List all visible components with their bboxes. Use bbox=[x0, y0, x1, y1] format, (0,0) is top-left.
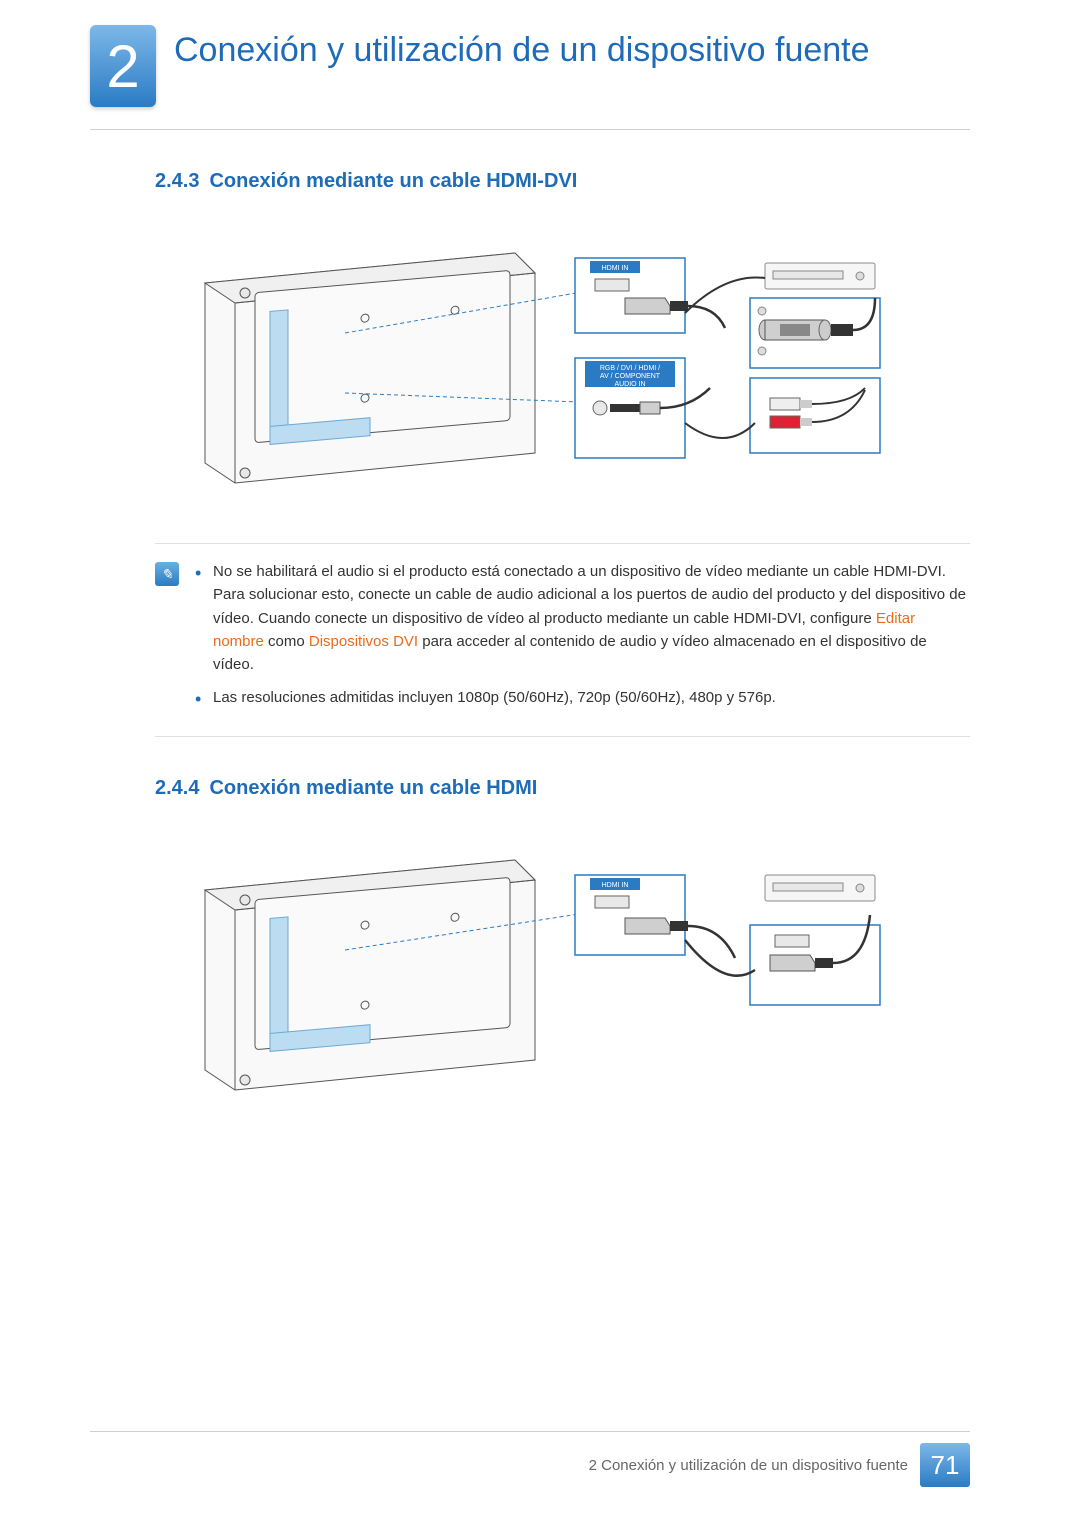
svg-text:HDMI IN: HDMI IN bbox=[602, 265, 629, 272]
source-device bbox=[765, 263, 875, 289]
svg-text:HDMI IN: HDMI IN bbox=[602, 882, 629, 889]
note-list: No se habilitará el audio si el producto… bbox=[195, 560, 970, 720]
section-heading-244: 2.4.4 Conexión mediante un cable HDMI bbox=[155, 777, 970, 800]
rca-connector bbox=[750, 378, 880, 453]
note-block: ✎ No se habilitará el audio si el produc… bbox=[155, 543, 970, 737]
section-title: Conexión mediante un cable HDMI bbox=[209, 777, 537, 799]
section-number: 2.4.3 bbox=[155, 170, 199, 192]
audio-inset: RGB / DVI / HDMI / AV / COMPONENT AUDIO … bbox=[575, 358, 710, 458]
footer-text: 2 Conexión y utilización de un dispositi… bbox=[589, 1457, 908, 1474]
note-item-1: No se habilitará el audio si el producto… bbox=[195, 560, 970, 676]
diagram-hdmi: HDMI IN bbox=[195, 830, 885, 1110]
footer-divider bbox=[90, 1431, 970, 1432]
section-number: 2.4.4 bbox=[155, 777, 199, 799]
svg-text:RGB / DVI / HDMI /: RGB / DVI / HDMI / bbox=[600, 365, 660, 372]
svg-text:AUDIO IN: AUDIO IN bbox=[614, 381, 645, 388]
diagram-hdmi-dvi: HDMI IN RGB / DVI / HDMI / AV / COMPONEN… bbox=[195, 223, 885, 513]
chapter-number-badge: 2 bbox=[90, 25, 156, 107]
section-title: Conexión mediante un cable HDMI-DVI bbox=[209, 170, 577, 192]
chapter-title: Conexión y utilización de un dispositivo… bbox=[174, 25, 870, 70]
page-footer: 2 Conexión y utilización de un dispositi… bbox=[589, 1443, 970, 1487]
svg-text:AV / COMPONENT: AV / COMPONENT bbox=[600, 373, 661, 380]
page-header: 2 Conexión y utilización de un dispositi… bbox=[0, 0, 1080, 107]
note-item-2: Las resoluciones admitidas incluyen 1080… bbox=[195, 686, 970, 709]
highlight-dispositivos-dvi: Dispositivos DVI bbox=[309, 633, 418, 650]
page-number: 71 bbox=[920, 1443, 970, 1487]
hdmi-inset: HDMI IN bbox=[575, 258, 725, 333]
dvi-connector bbox=[750, 298, 880, 368]
tv-back-panel bbox=[205, 253, 535, 483]
note-icon: ✎ bbox=[155, 562, 179, 586]
section-heading-243: 2.4.3 Conexión mediante un cable HDMI-DVI bbox=[155, 170, 970, 193]
page-content: 2.4.3 Conexión mediante un cable HDMI-DVI bbox=[0, 130, 1080, 1110]
